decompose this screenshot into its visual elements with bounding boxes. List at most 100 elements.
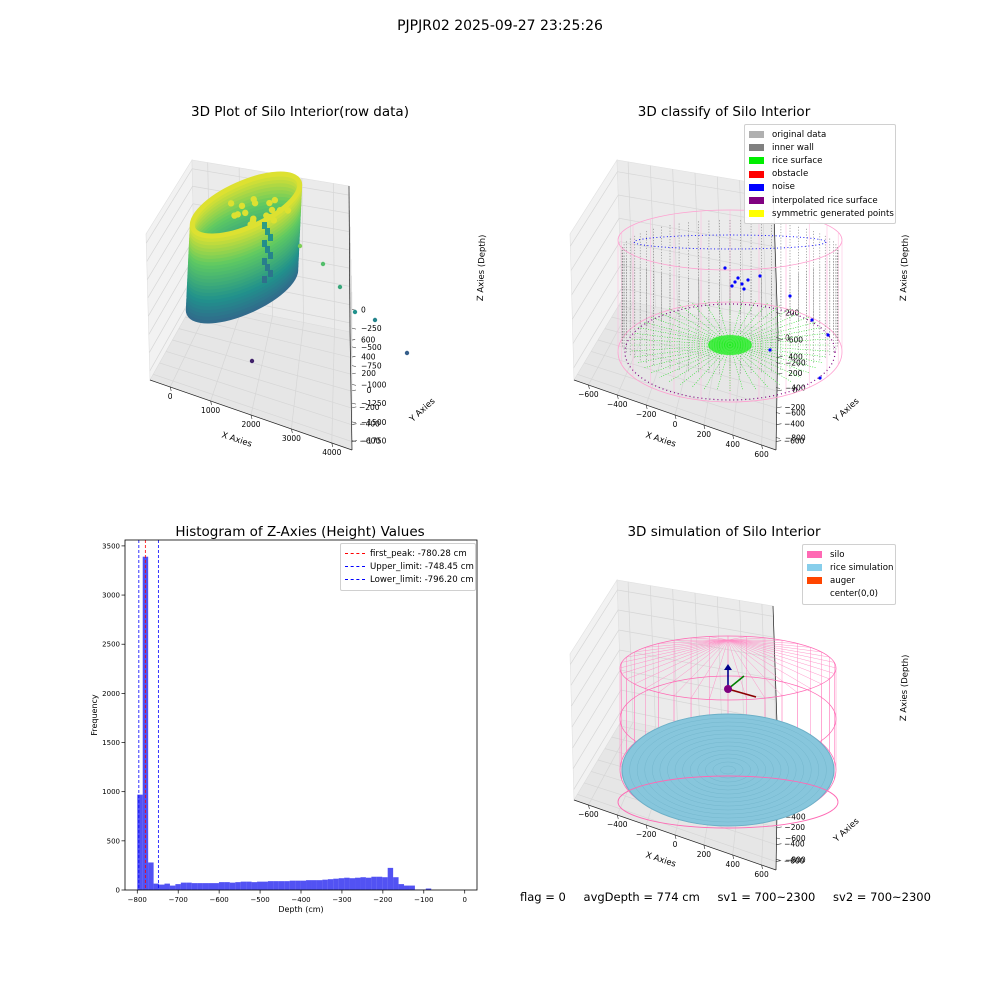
panel1-outlier-point [372,317,378,323]
panel2-x-axis-line [573,379,777,451]
panel3-legend-entry: Lower_limit: -796.20 cm [345,573,474,586]
panel1-stalk-point [262,276,267,283]
panel1-z-tick [351,327,357,330]
histogram-bar [425,888,432,890]
panel4-z-grid [571,649,776,728]
panel3-legend-line [345,566,365,568]
histogram-bar [333,878,339,890]
panel2-noise-point [810,318,814,322]
panel4-silo-roof-rib [727,639,835,674]
histogram-bar [300,880,307,890]
panel2-rice-surface-ray [703,344,731,390]
status-line: flag = 0 avgDepth = 774 cm sv1 = 700~230… [520,890,945,904]
panel2-rice-surface-ray [650,344,731,374]
panel2-rice-surface-ray [691,302,731,346]
panel1-z-tick [351,346,357,349]
histogram-bar [376,876,383,890]
panel4-silo-roof-rib [727,639,811,689]
panel3-x-tick-label: −500 [250,896,269,904]
histogram-bar [365,877,372,890]
panel1-z-axis-line [348,185,351,333]
panel4-silo-roof-rib [634,639,729,685]
panel4-z-tick-label: −800 [785,855,806,864]
panel4-x-tick-label: 200 [697,850,712,859]
panel3-y-tick-label: 1000 [102,788,120,796]
histogram-bar [159,884,165,890]
histogram-bar [322,879,328,890]
histogram-bar [278,881,285,890]
status-sv2: sv2 = 700~2300 [833,890,931,904]
panel1-surface-point [284,207,292,214]
panel2-x-grid [645,169,679,406]
panel3-y-axis-label: Frequency [90,694,99,736]
panel2-x-grid [703,176,723,426]
panel3-x-tick-label: −700 [169,896,188,904]
panel4-x-tick-label: −200 [636,830,657,839]
histogram-bar [371,876,377,890]
histogram-bar [208,883,214,890]
panel4-rice-mesh-ring [682,745,774,795]
histogram-bar [327,879,334,890]
panel2-z-grid [572,241,776,320]
panel1-surface-point [271,196,279,204]
panel3-x-tick-label: −100 [414,896,433,904]
panel1-stalk-point [262,258,267,265]
panel4-silo-roof-rib [727,639,822,685]
panel1-title: 3D Plot of Silo Interior(row data) [191,104,409,120]
panel2-z-tick [775,437,781,439]
panel4-rice-mesh-ring [667,737,789,803]
panel3-x-axis-label: Depth (cm) [278,905,323,914]
histogram-bar [387,867,394,890]
panel1-surface-point [263,212,270,219]
panel2-y-tick [777,372,783,375]
panel4-silo-roof-rib [727,639,783,696]
panel2-x-tick-label: −200 [636,410,657,419]
panel1-stalk-point [268,270,273,277]
panel2-legend-swatch [749,157,764,165]
panel2-rice-surface-ray [729,344,769,388]
panel2-x-grid [616,165,656,396]
panel2-rice-surface-ray [729,344,757,390]
panel3-y-tick-label: 3000 [102,592,120,600]
panel4-silo-roof-rib [626,639,729,680]
panel4-legend: silo rice simulation auger center(0,0) [802,544,896,605]
panel4-silo-ring [619,635,837,701]
panel3-plot-area [125,540,477,890]
panel4-silo-roof-rib [673,639,729,696]
panel1-x-tick [291,428,293,434]
panel1-x-tick-label: 3000 [282,434,301,443]
panel1-outlier-point [404,350,410,356]
panel2-y-axis-line [775,331,779,451]
panel4-rice-mesh-ring [705,757,751,783]
panel2-y-tick [777,339,783,341]
panel1-outlier-point [249,358,255,364]
panel4-x-tick-label: −600 [578,810,599,819]
panel4-y-tick-label: −600 [784,857,805,866]
histogram-bar [197,883,203,890]
panel1-surface-point [250,196,257,203]
panel2-rice-surface-ray [668,344,731,382]
panel2-z-tick [775,387,781,389]
panel1-x-tick [331,442,334,448]
panel3-y-tick-label: 3500 [102,542,120,550]
panel3-legend-label: Upper_limit: -748.45 cm [370,561,474,572]
panel1-stalk-point [262,240,267,247]
panel1-outlier-point [297,243,303,249]
panel3-legend-label: first_peak: -780.28 cm [370,548,467,559]
panel4-z-tick-label: −600 [785,834,806,843]
panel4-silo-roof-rib [621,639,729,663]
panel2-title: 3D classify of Silo Interior [637,104,811,120]
panel4-legend-swatch [807,577,822,585]
histogram-bar [393,877,399,890]
panel2-y-tick-label: −600 [784,437,805,446]
panel2-noise-point [733,280,737,284]
panel4-auger-z-head [724,664,732,670]
panel2-noise-point [740,282,744,286]
histogram-bar [311,880,317,890]
histogram-bar [273,881,279,890]
panel1-outlier-point [320,261,326,267]
panel3-x-tick-label: −200 [373,896,392,904]
panel3-x-tick-label: −600 [210,896,229,904]
panel1-y-tick-label: −200 [359,403,380,412]
panel1-x-tick-label: 4000 [322,448,341,457]
